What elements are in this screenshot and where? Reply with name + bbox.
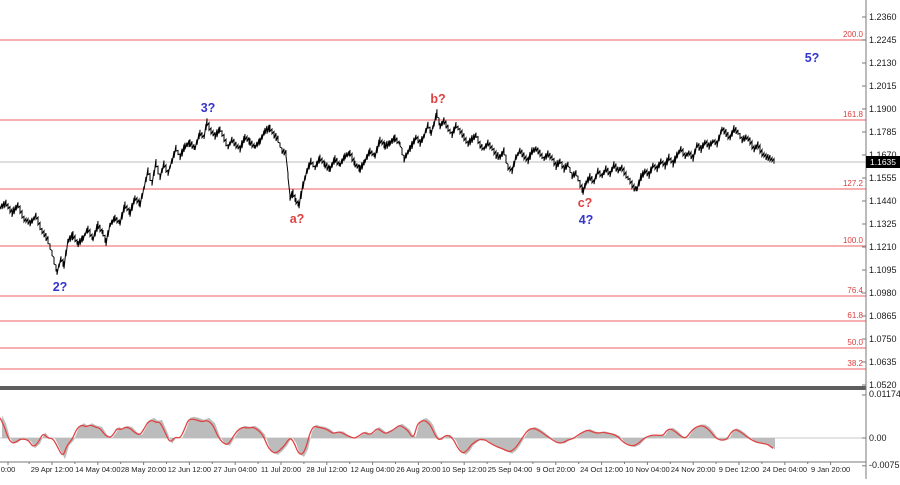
time-axis-label: 14 May 04:00 [75, 465, 121, 474]
fib-level-label: 38.2 [847, 359, 863, 368]
time-axis-label: 26 Aug 20:00 [396, 465, 441, 474]
time-axis-label: 24 Dec 04:00 [762, 465, 808, 474]
time-axis-label: 24 Nov 20:00 [670, 465, 716, 474]
price-axis-label: 1.0980 [869, 287, 897, 298]
time-axis-label: 25 Sep 04:00 [487, 465, 533, 474]
price-axis-label: 1.0520 [869, 379, 897, 390]
time-axis-label: 0:00 [0, 465, 16, 474]
time-axis-label: 9 Oct 20:00 [536, 465, 576, 474]
wave-label-5: 5? [804, 51, 820, 65]
time-axis-label: 29 Apr 12:00 [30, 465, 74, 474]
time-axis-label: 10 Nov 04:00 [625, 465, 670, 474]
fib-level-label: 200.0 [842, 30, 863, 39]
fib-level-label: 61.8 [847, 311, 863, 320]
fib-level-label: 50.0 [847, 338, 863, 347]
time-axis-label: 10 Sep 12:00 [441, 465, 487, 474]
time-axis-label: 28 May 20:00 [120, 465, 167, 474]
time-axis-label: 24 Oct 12:00 [580, 465, 624, 474]
time-axis-label: 11 Jul 20:00 [260, 465, 302, 474]
price-axis-label: 1.2130 [869, 57, 897, 68]
price-axis-label: 1.0865 [869, 310, 897, 321]
indicator-axis-label: 0.00 [869, 432, 887, 443]
price-axis-label: 1.1785 [869, 126, 897, 137]
wave-label-a: a? [289, 212, 305, 226]
time-axis-label: 12 Aug 04:00 [350, 465, 395, 474]
price-axis-label: 1.1555 [869, 172, 897, 183]
price-axis-label: 1.1670 [869, 149, 897, 160]
time-axis-label: 27 Jun 04:00 [213, 465, 257, 474]
price-axis-label: 1.1325 [869, 218, 897, 229]
fib-level-label: 76.4 [847, 286, 863, 295]
wave-label-2: 2? [52, 280, 68, 294]
price-axis-label: 1.1210 [869, 241, 897, 252]
time-axis-label: 9 Jan 20:00 [810, 465, 851, 474]
price-axis-label: 1.2360 [869, 11, 897, 22]
current-price-badge: 1.1635 [866, 156, 900, 168]
fib-level-label: 100.0 [842, 236, 863, 245]
fib-level-label: 161.8 [842, 110, 863, 119]
current-price-value: 1.1635 [870, 157, 896, 167]
price-axis-label: 1.1900 [869, 103, 897, 114]
indicator-axis-label: -0.00759 [869, 460, 900, 471]
indicator-axis-label: 0.01174 [869, 389, 900, 400]
wave-label-4: 4? [578, 213, 594, 227]
price-axis-label: 1.0750 [869, 333, 897, 344]
wave-label-3: 3? [200, 101, 216, 115]
time-axis-label: 28 Jul 12:00 [306, 465, 348, 474]
price-axis-label: 1.2245 [869, 34, 897, 45]
time-axis-label: 12 Jun 12:00 [167, 465, 212, 474]
wave-label-c: c? [577, 196, 593, 210]
price-axis-label: 1.1095 [869, 264, 897, 275]
time-axis-label: 9 Dec 12:00 [718, 465, 760, 474]
fib-level-label: 127.2 [842, 179, 863, 188]
price-axis-label: 1.0635 [869, 356, 897, 367]
price-axis-label: 1.1440 [869, 195, 897, 206]
wave-label-b: b? [430, 92, 446, 106]
price-axis-label: 1.2015 [869, 80, 897, 91]
